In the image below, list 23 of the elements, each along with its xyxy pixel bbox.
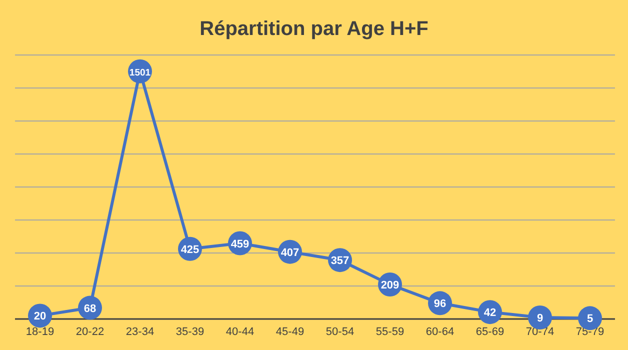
data-label: 96 [434, 298, 446, 310]
data-label: 20 [34, 310, 46, 323]
x-tick-label: 20-22 [76, 326, 104, 338]
x-tick-label: 65-69 [476, 326, 504, 338]
data-label: 68 [84, 302, 96, 315]
data-label: 42 [484, 307, 496, 320]
data-label: 5 [586, 313, 594, 326]
data-label: 459 [230, 238, 250, 250]
data-label: 9 [536, 312, 544, 325]
x-tick-label: 18-19 [26, 326, 54, 338]
data-label: 425 [180, 244, 200, 256]
data-label: 407 [280, 246, 300, 259]
x-tick-label: 60-64 [426, 326, 454, 338]
data-label: 357 [330, 255, 350, 268]
data-label: 1501 [129, 67, 152, 78]
x-tick-label: 45-49 [276, 326, 304, 338]
x-tick-label: 23-34 [126, 326, 154, 338]
x-tick-label: 40-44 [226, 326, 254, 338]
x-tick-label: 35-39 [176, 326, 204, 338]
chart-title: Répartition par Age H+F [200, 18, 428, 40]
x-tick-label: 55-59 [376, 326, 404, 338]
x-tick-label: 50-54 [326, 326, 354, 338]
data-label: 209 [380, 280, 400, 292]
